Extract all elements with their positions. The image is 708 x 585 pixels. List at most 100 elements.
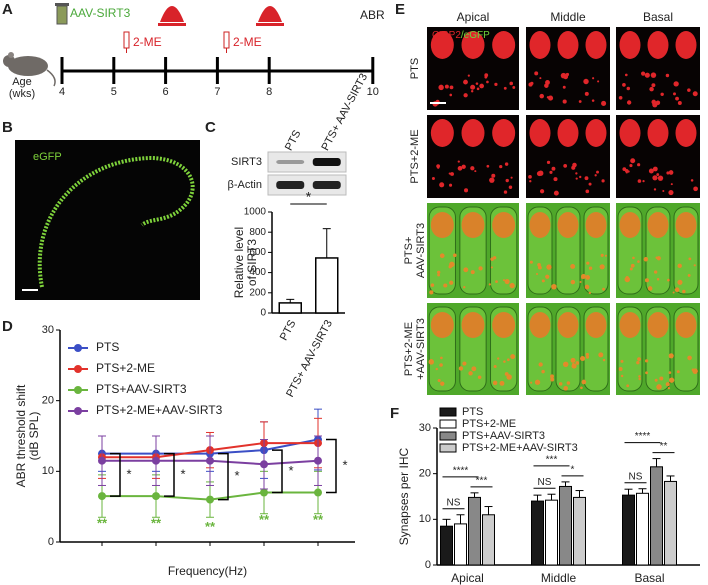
nucleus (647, 119, 669, 147)
ribbon (665, 73, 670, 78)
significance-label: *** (546, 455, 558, 466)
row-label: AAV-SIRT3 (415, 223, 427, 278)
ribbon (440, 356, 443, 360)
ribbon (449, 261, 455, 268)
drug-label: 2-ME (233, 35, 262, 49)
ribbon (463, 267, 469, 273)
significance-bracket (110, 452, 121, 497)
ribbon (509, 81, 514, 86)
ribbon (648, 168, 654, 174)
significance-label: * (342, 457, 347, 472)
significance-label: **** (453, 465, 469, 476)
ribbon (538, 170, 544, 176)
ribbon (645, 371, 649, 375)
ribbon (636, 360, 640, 365)
ribbon (539, 77, 542, 80)
y-tick-label: 600 (249, 247, 266, 258)
ribbon (475, 82, 479, 85)
ribbon (600, 253, 604, 257)
data-point (260, 460, 268, 469)
nucleus (430, 31, 454, 59)
stain-part: /eGFP (461, 30, 490, 41)
ribbon (510, 354, 516, 360)
ribbon (509, 282, 515, 289)
ribbon (622, 167, 627, 172)
panel-label: C (205, 119, 216, 136)
data-point (206, 495, 214, 504)
ribbon (537, 265, 542, 270)
ribbon (687, 355, 692, 361)
age-label: 7 (214, 86, 220, 98)
age-axis-label: Age (12, 76, 32, 88)
bar (545, 499, 558, 566)
blot (267, 151, 347, 173)
ribbon (575, 361, 580, 365)
ribbon (541, 279, 545, 283)
ribbon (578, 100, 582, 103)
ribbon (461, 164, 466, 169)
ribbon (503, 190, 508, 194)
bar (440, 525, 453, 566)
ribbon (583, 78, 589, 85)
legend-marker (74, 365, 82, 373)
stain-label: CtBP2/eGFP (432, 30, 490, 41)
ribbon (643, 256, 649, 262)
legend-marker (74, 386, 82, 394)
protein-label: SIRT3 (231, 156, 262, 168)
ribbon (528, 174, 532, 179)
ribbon (486, 164, 490, 168)
ribbon (474, 170, 477, 173)
ribbon (584, 176, 589, 181)
ribbon (508, 185, 513, 190)
ribbon (662, 189, 665, 193)
nucleus (557, 119, 579, 147)
bar (559, 485, 572, 566)
ribbon (575, 172, 578, 175)
ribbon (575, 177, 578, 180)
ribbon (644, 278, 649, 283)
ribbon (629, 267, 633, 271)
ribbon (539, 189, 545, 194)
y-tick-label: 0 (425, 559, 431, 571)
ribbon (439, 182, 445, 188)
data-point (206, 456, 214, 465)
ribbon (449, 280, 454, 285)
legend-label: PTS+AAV-SIRT3 (462, 430, 545, 442)
ribbon (470, 166, 475, 171)
ribbon (649, 86, 654, 92)
nucleus (585, 31, 607, 59)
nucleus (461, 312, 485, 338)
ribbon (470, 90, 474, 93)
column-header: Basal (643, 10, 673, 24)
legend-swatch (439, 443, 457, 453)
band (312, 158, 341, 166)
nucleus (492, 312, 516, 338)
stain-label: eGFP (33, 151, 62, 163)
x-tick-label: Apical (451, 571, 484, 585)
ribbon (541, 369, 545, 374)
ribbon (492, 256, 497, 260)
ribbon (687, 88, 691, 92)
ribbon (653, 270, 658, 274)
ribbon (656, 278, 660, 281)
ribbon (676, 370, 680, 374)
y-tick-label: 10 (419, 513, 431, 525)
significance-label: *** (476, 475, 488, 486)
ribbon (453, 253, 457, 258)
ribbon (449, 85, 454, 90)
ribbon (669, 377, 675, 383)
ribbon (672, 291, 675, 294)
ribbon (504, 278, 510, 285)
ribbon (463, 79, 468, 85)
y-tick-label: 1000 (244, 207, 267, 218)
ribbon (667, 386, 671, 390)
legend-label: PTS (96, 340, 119, 354)
ribbon (546, 160, 551, 164)
ribbon (495, 280, 498, 283)
significance-label: * (571, 465, 575, 476)
nucleus (461, 212, 485, 238)
ribbon (462, 361, 467, 366)
ribbon (668, 170, 674, 175)
lane-label: PTS (283, 128, 304, 153)
nucleus (430, 119, 454, 147)
